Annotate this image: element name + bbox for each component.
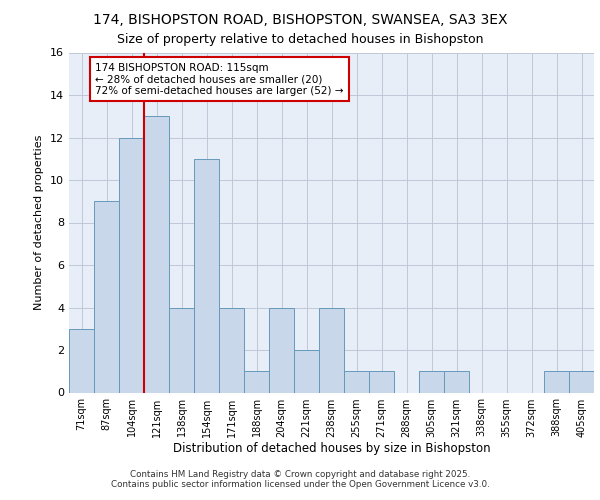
Bar: [219, 308, 244, 392]
Bar: [119, 138, 144, 392]
X-axis label: Distribution of detached houses by size in Bishopston: Distribution of detached houses by size …: [173, 442, 490, 456]
Bar: [244, 371, 269, 392]
Bar: [269, 308, 294, 392]
Bar: [69, 329, 94, 392]
Bar: [169, 308, 194, 392]
Text: Contains HM Land Registry data © Crown copyright and database right 2025.
Contai: Contains HM Land Registry data © Crown c…: [110, 470, 490, 489]
Text: 174, BISHOPSTON ROAD, BISHOPSTON, SWANSEA, SA3 3EX: 174, BISHOPSTON ROAD, BISHOPSTON, SWANSE…: [93, 12, 507, 26]
Bar: [294, 350, 319, 393]
Bar: [94, 201, 119, 392]
Bar: [444, 371, 469, 392]
Bar: [369, 371, 394, 392]
Text: 174 BISHOPSTON ROAD: 115sqm
← 28% of detached houses are smaller (20)
72% of sem: 174 BISHOPSTON ROAD: 115sqm ← 28% of det…: [95, 62, 344, 96]
Text: Size of property relative to detached houses in Bishopston: Size of property relative to detached ho…: [117, 32, 483, 46]
Bar: [419, 371, 444, 392]
Bar: [319, 308, 344, 392]
Bar: [344, 371, 369, 392]
Bar: [569, 371, 594, 392]
Bar: [544, 371, 569, 392]
Bar: [194, 159, 219, 392]
Bar: [144, 116, 169, 392]
Y-axis label: Number of detached properties: Number of detached properties: [34, 135, 44, 310]
